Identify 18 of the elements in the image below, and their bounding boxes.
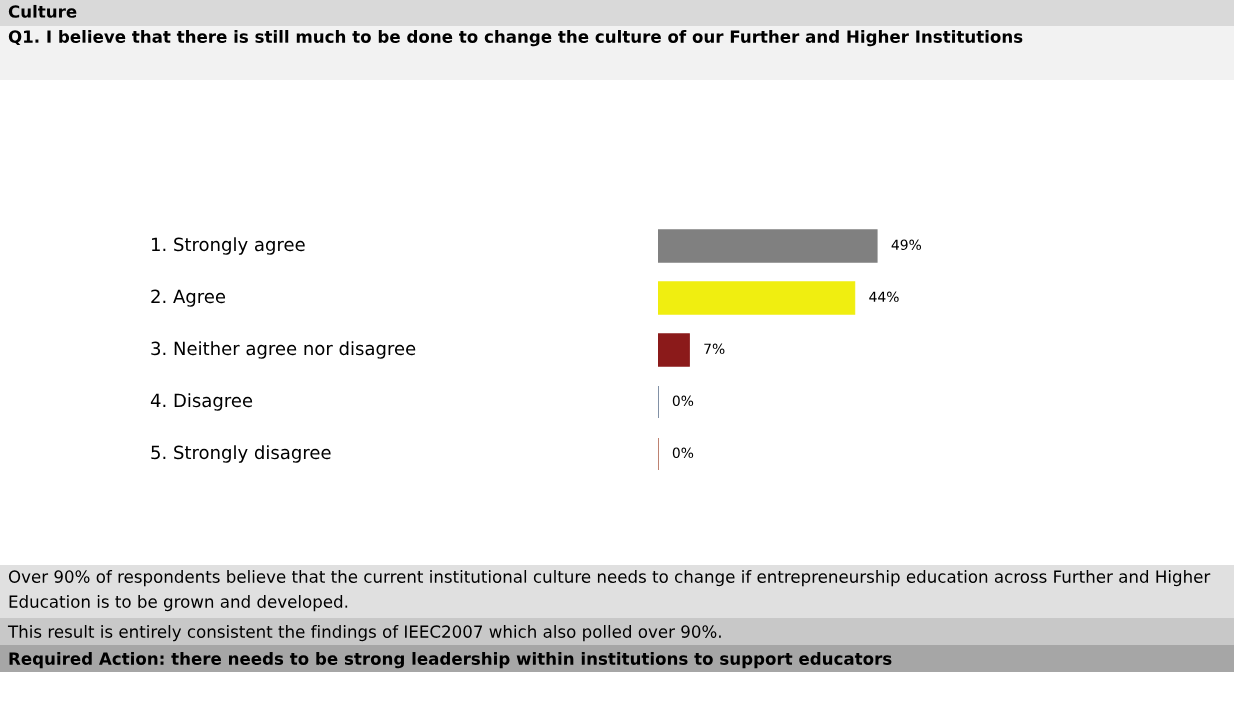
data-label: 0% — [672, 395, 694, 407]
data-label: 0% — [672, 447, 694, 459]
text: This result is entirely consistent the findings of IEEC2007 which also polled over 90%. — [7, 625, 721, 642]
bar — [658, 229, 878, 263]
y-tick-label: 1. Strongly agree — [151, 237, 305, 255]
bar — [658, 281, 856, 315]
bar — [658, 333, 690, 367]
data-label: 7% — [704, 343, 725, 355]
text: Culture — [8, 4, 77, 18]
text: Required Action: there needs to be strong leadership within institutions to support educators — [9, 652, 892, 669]
text: Q1. I believe that there is still much to be done to change the culture of our Further and Higher Institutions — [8, 30, 1023, 47]
text: Over 90% of respondents believe that the current institutional culture needs to change if entrepreneurship education across Further and Higher Education is to be grown and developed. — [8, 570, 1211, 612]
y-tick-label: 2. Agree — [151, 289, 226, 307]
data-label: 49% — [891, 239, 922, 251]
y-tick-label: 4. Disagree — [150, 393, 253, 411]
y-tick-label: 5. Strongly disagree — [151, 445, 331, 463]
y-tick-label: 3. Neither agree nor disagree — [151, 341, 416, 359]
data-label: 44% — [869, 291, 899, 303]
